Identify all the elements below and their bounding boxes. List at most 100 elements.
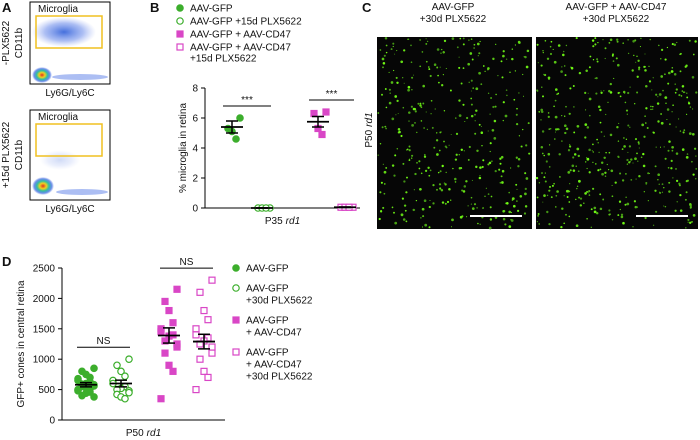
legend-label: AAV-GFP: [246, 264, 289, 275]
speckle: [421, 51, 424, 53]
speckle: [412, 208, 415, 212]
speckle: [604, 57, 606, 60]
speckle: [519, 195, 523, 198]
speckle: [425, 60, 428, 63]
speckle: [585, 157, 588, 159]
speckle: [587, 92, 589, 94]
data-point: [204, 373, 212, 382]
panel-label: D: [2, 254, 11, 269]
speckle: [425, 38, 427, 40]
speckle: [689, 221, 692, 224]
speckle: [648, 65, 650, 68]
data-point: [78, 391, 86, 400]
speckle: [566, 196, 569, 198]
speckle: [391, 164, 395, 167]
significance-label: ***: [326, 89, 338, 100]
speckle: [633, 54, 635, 57]
speckle: [691, 132, 695, 136]
speckle: [511, 57, 514, 61]
speckle: [564, 74, 567, 77]
speckle: [634, 205, 638, 209]
speckle: [475, 87, 479, 91]
speckle: [620, 215, 624, 219]
speckle: [436, 66, 439, 69]
speckle: [402, 162, 405, 165]
speckle: [588, 192, 590, 194]
speckle: [603, 156, 606, 160]
speckle: [549, 185, 551, 188]
speckle: [419, 39, 421, 41]
speckle: [424, 223, 428, 227]
series: [192, 276, 216, 394]
speckle: [490, 195, 493, 198]
speckle: [679, 209, 683, 212]
speckle: [494, 169, 497, 173]
legend-entry: AAV-GFP +15d PLX5622: [176, 17, 302, 28]
speckle: [420, 217, 422, 219]
speckle: [678, 184, 681, 187]
speckle: [585, 69, 588, 73]
speckle: [599, 108, 602, 112]
speckle: [660, 58, 662, 60]
speckle: [430, 113, 432, 115]
speckle: [435, 132, 438, 134]
speckle: [568, 145, 572, 148]
speckle: [445, 67, 447, 70]
speckle: [609, 133, 613, 137]
speckle: [406, 176, 408, 179]
speckle: [660, 113, 662, 115]
legend-label: AAV-GFP + AAV-CD47: [190, 30, 291, 41]
speckle: [481, 145, 483, 147]
data-point: [157, 395, 165, 403]
speckle: [465, 180, 468, 183]
speckle: [480, 131, 484, 134]
speckle: [488, 226, 492, 230]
speckle: [599, 207, 603, 211]
speckle: [687, 102, 691, 105]
speckle: [650, 108, 652, 111]
data-point: [117, 367, 125, 376]
x-axis-label: Ly6G/Ly6C: [45, 88, 94, 99]
speckle: [518, 41, 521, 44]
speckle: [396, 148, 399, 150]
speckle: [407, 88, 410, 92]
speckle: [467, 205, 469, 207]
micrograph: [377, 37, 532, 229]
speckle: [608, 169, 610, 171]
series: [224, 114, 244, 143]
speckle: [666, 118, 668, 121]
speckle: [505, 58, 508, 60]
speckle: [679, 130, 682, 132]
speckle: [429, 169, 432, 172]
speckle: [439, 187, 442, 190]
speckle: [380, 209, 382, 212]
speckle: [630, 158, 633, 161]
speckle: [625, 109, 629, 112]
series: [74, 364, 98, 401]
speckle: [465, 116, 469, 120]
speckle: [595, 163, 597, 165]
speckle: [623, 145, 626, 148]
speckle: [605, 151, 607, 154]
speckle: [666, 46, 669, 49]
data-point: [232, 316, 240, 324]
speckle: [502, 119, 504, 122]
speckle: [584, 136, 587, 139]
speckle: [384, 88, 387, 90]
speckle: [474, 132, 477, 135]
speckle: [683, 129, 686, 131]
speckle: [612, 60, 615, 62]
speckle: [511, 48, 514, 50]
speckle: [567, 171, 571, 174]
speckle: [625, 196, 627, 198]
speckle: [579, 197, 583, 200]
speckle: [440, 48, 443, 51]
data-point: [232, 348, 240, 356]
speckle: [419, 187, 422, 191]
speckle: [644, 216, 647, 220]
data-point: [200, 306, 208, 315]
speckle: [565, 127, 569, 131]
speckle: [635, 178, 637, 180]
speckle: [501, 76, 504, 79]
speckle: [626, 113, 628, 115]
